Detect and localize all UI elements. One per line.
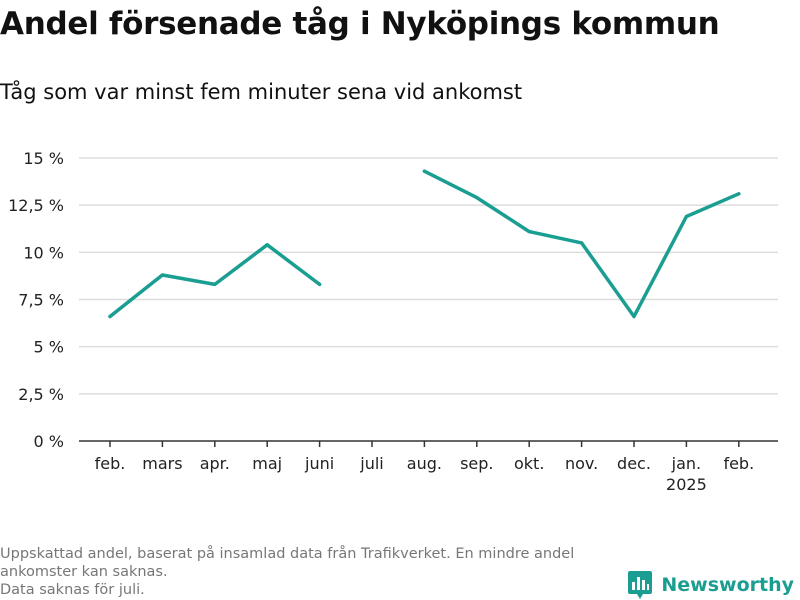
- y-tick-label: 15 %: [23, 149, 64, 168]
- y-tick-label: 0 %: [34, 432, 64, 451]
- data-series: [108, 169, 741, 319]
- series-line-segment: [108, 243, 322, 319]
- footnote-line-2: ankomster kan saknas.: [0, 564, 168, 580]
- y-tick-label: 12,5 %: [8, 196, 64, 215]
- data-point: [265, 243, 269, 247]
- x-tick-label: feb.: [95, 454, 126, 473]
- data-point: [318, 282, 322, 287]
- x-tick-label: okt.: [514, 454, 544, 473]
- footnote: Uppskattad andel, baserat på insamlad da…: [0, 545, 640, 599]
- data-point: [527, 229, 531, 234]
- x-tick-label: juni: [304, 454, 334, 473]
- x-tick-label: aug.: [407, 454, 442, 473]
- y-axis-tick-labels: 0 % 2,5 % 5 % 7,5 % 10 % 12,5 % 15 %: [8, 149, 64, 451]
- x-tick-label: nov.: [565, 454, 598, 473]
- bar-chart-logo-icon: [628, 571, 653, 599]
- data-point: [422, 169, 426, 173]
- chart-title: Andel försenade tåg i Nyköpings kommun: [0, 6, 720, 42]
- x-axis-tick-labels: feb. mars apr. maj juni juli aug. sep. okt. nov. d…: [95, 441, 754, 494]
- y-tick-label: 7,5 %: [18, 291, 64, 310]
- x-tick-label: mars: [142, 454, 182, 473]
- gridlines: [79, 157, 778, 442]
- data-point: [684, 214, 689, 219]
- brand-logo: Newsworthy: [627, 570, 794, 600]
- x-tick-label: dec.: [617, 454, 651, 473]
- x-tick-sublabel: 2025: [666, 475, 707, 494]
- x-tick-label: apr.: [200, 454, 230, 473]
- y-tick-label: 10 %: [23, 243, 64, 262]
- x-tick-label: jan.: [671, 454, 701, 473]
- x-tick-label: maj: [252, 454, 282, 473]
- data-point: [108, 314, 112, 319]
- x-tick-label: juli: [359, 454, 383, 473]
- footnote-line-1: Uppskattad andel, baserat på insamlad da…: [0, 546, 575, 562]
- data-point: [213, 282, 217, 287]
- x-tick-label: feb.: [723, 454, 754, 473]
- y-tick-label: 2,5 %: [18, 385, 64, 404]
- data-point: [632, 314, 636, 319]
- x-tick-label: sep.: [460, 454, 493, 473]
- chart-subtitle: Tåg som var minst fem minuter sena vid a…: [0, 80, 523, 104]
- data-point: [475, 196, 479, 200]
- y-tick-label: 5 %: [34, 338, 64, 357]
- brand-name: Newsworthy: [661, 574, 794, 596]
- data-point: [737, 192, 741, 196]
- data-point: [160, 273, 164, 277]
- data-point: [580, 241, 584, 245]
- footnote-line-3: Data saknas för juli.: [0, 582, 145, 598]
